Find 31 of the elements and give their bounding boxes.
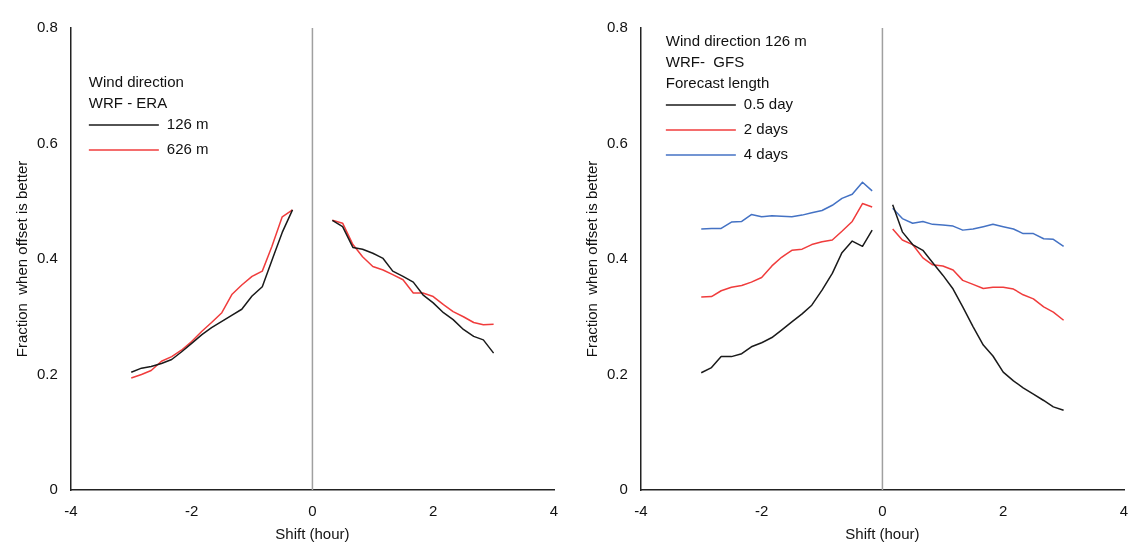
x-tick-label: 4	[549, 502, 559, 520]
legend-label: 126 m	[166, 115, 209, 133]
y-tick-label: 0.2	[606, 364, 628, 382]
legend-label: 0.5 day	[743, 95, 794, 113]
x-tick-label: -4	[64, 502, 78, 520]
y-tick-label: 0.6	[606, 133, 628, 151]
legend-label: 4 days	[743, 145, 789, 163]
x-tick-label: -4	[634, 502, 648, 520]
y-axis-title: Fraction when offset is better	[13, 160, 31, 358]
y-tick-label: 0.8	[606, 18, 628, 36]
legend-label: 2 days	[743, 120, 789, 138]
y-axis-title: Fraction when offset is better	[583, 160, 601, 358]
y-tick-label: 0.6	[36, 133, 58, 151]
y-tick-label: 0	[49, 480, 58, 498]
y-tick-label: 0.4	[606, 249, 628, 267]
x-axis-title: Shift (hour)	[275, 525, 350, 543]
legend-title: Wind direction WRF - ERA	[88, 73, 184, 112]
x-tick-label: -2	[184, 502, 199, 520]
legend-label: 626 m	[166, 140, 209, 158]
x-tick-label: 4	[1119, 502, 1129, 520]
x-tick-label: 2	[429, 502, 438, 520]
y-tick-label: 0.4	[36, 249, 58, 267]
y-tick-label: 0.8	[36, 18, 58, 36]
x-tick-label: 2	[999, 502, 1008, 520]
x-axis-title: Shift (hour)	[845, 525, 920, 543]
x-tick-label: 0	[878, 502, 887, 520]
x-tick-label: -2	[754, 502, 769, 520]
y-tick-label: 0	[619, 480, 628, 498]
x-tick-label: 0	[308, 502, 317, 520]
legend-title: Wind direction 126 m WRF- GFS Forecast length	[665, 32, 807, 92]
y-tick-label: 0.2	[36, 364, 58, 382]
